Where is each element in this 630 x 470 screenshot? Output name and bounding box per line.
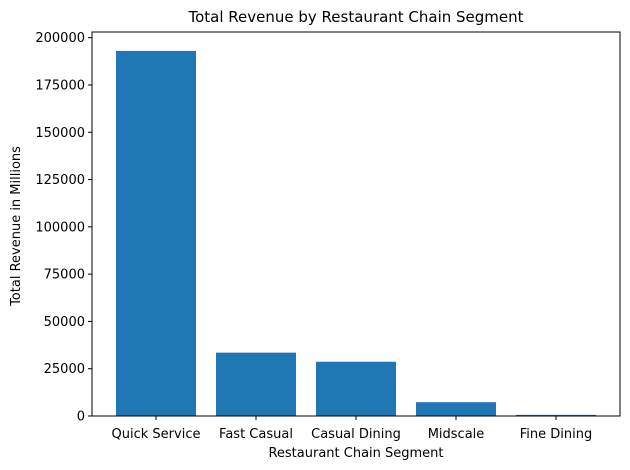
y-tick-label: 175000 xyxy=(35,78,85,93)
x-axis-title: Restaurant Chain Segment xyxy=(268,446,443,461)
y-tick-label: 200000 xyxy=(35,31,85,46)
bar-quick-service xyxy=(116,50,196,416)
y-tick-label: 150000 xyxy=(35,126,85,141)
y-tick-label: 75000 xyxy=(44,268,85,283)
y-tick-label: 25000 xyxy=(44,362,85,377)
y-tick-label: 125000 xyxy=(35,173,85,188)
x-tick-label: Fine Dining xyxy=(520,427,592,442)
plot-area: 0 25000 50000 75000 100000 125000 150000 175000… xyxy=(35,31,621,442)
y-tick-label: 0 xyxy=(77,410,85,425)
chart-title: Total Revenue by Restaurant Chain Segmen… xyxy=(187,8,523,26)
x-tick-label: Quick Service xyxy=(112,427,201,442)
y-axis-title: Total Revenue in Millions xyxy=(9,146,24,307)
x-tick-label: Fast Casual xyxy=(219,427,293,442)
x-tick-label: Midscale xyxy=(428,427,485,442)
bar-casual-dining xyxy=(316,361,396,416)
y-tick-label: 50000 xyxy=(44,315,85,330)
bar-fine-dining xyxy=(516,414,596,416)
bar-midscale xyxy=(416,402,496,416)
y-tick-label: 100000 xyxy=(35,220,85,235)
x-tick-label: Casual Dining xyxy=(311,427,401,442)
bar-fast-casual xyxy=(216,352,296,416)
